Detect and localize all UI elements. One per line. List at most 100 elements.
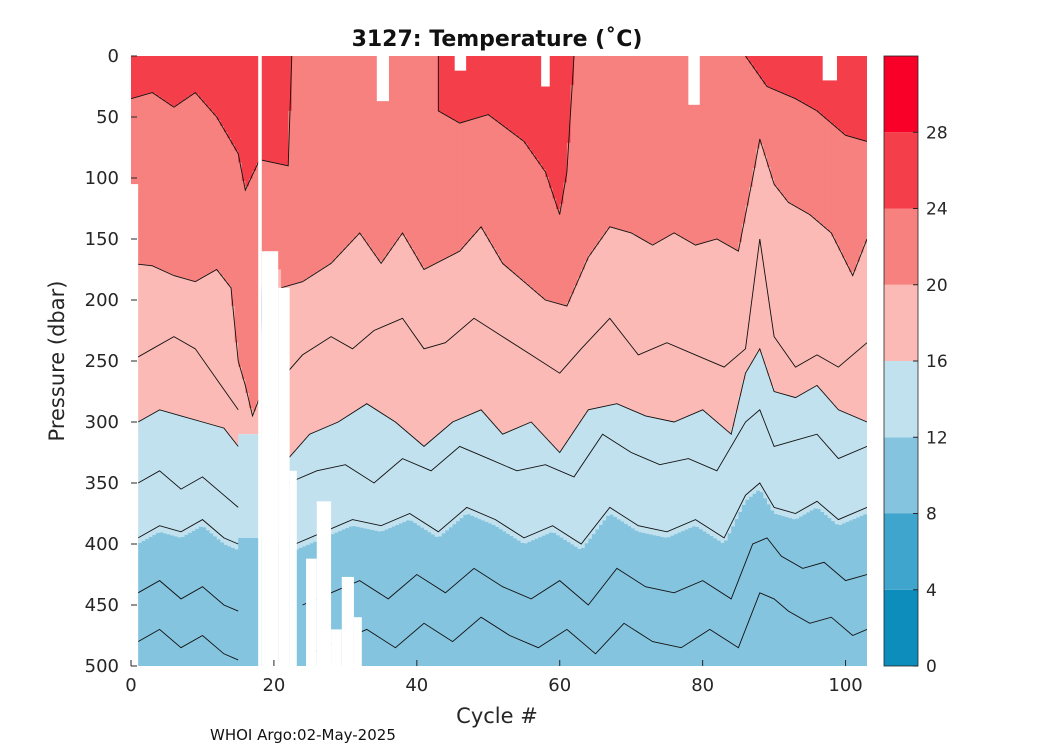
temperature-band-cell	[366, 529, 371, 666]
temperature-band-cell	[559, 56, 564, 204]
temperature-band-cell	[306, 278, 311, 437]
temperature-band-cell	[216, 426, 221, 540]
temperature-band-cell	[445, 56, 450, 116]
temperature-band-cell	[213, 114, 218, 271]
temperature-band-cell	[152, 534, 157, 666]
temperature-band-cell	[834, 127, 840, 244]
temperature-band-cell	[684, 56, 689, 241]
temperature-band-cell	[381, 413, 386, 532]
temperature-band-cell	[477, 410, 482, 519]
temperature-band-cell	[627, 232, 632, 410]
temperature-band-cell	[859, 252, 865, 420]
temperature-band-cell	[563, 539, 568, 666]
temperature-band-cell	[245, 186, 250, 394]
temperature-band-cell	[752, 493, 757, 666]
temperature-band-cell	[552, 56, 557, 199]
temperature-band-cell	[756, 73, 761, 149]
temperature-band-cell	[752, 68, 757, 169]
temperature-band-cell	[616, 404, 622, 520]
temperature-band-cell	[816, 387, 822, 509]
temperature-band-cell	[484, 235, 489, 416]
temperature-band-cell	[599, 239, 604, 408]
temperature-band-cell	[520, 425, 525, 543]
temperature-band-cell	[331, 424, 336, 535]
temperature-band-cell	[809, 388, 814, 511]
temperature-band-cell	[381, 56, 386, 261]
temperature-band-cell	[234, 56, 239, 151]
temperature-band-cell	[323, 56, 329, 267]
temperature-band-cell	[481, 116, 486, 230]
temperature-band-cell	[545, 177, 550, 301]
temperature-band-cell	[191, 93, 196, 282]
y-tick-label: 450	[85, 595, 119, 616]
isotherm-24C	[745, 56, 867, 142]
temperature-band-cell	[795, 99, 800, 208]
temperature-band-cell	[345, 416, 350, 528]
temperature-band-cell	[323, 266, 329, 428]
temperature-band-cell	[248, 434, 254, 538]
temperature-band-cell	[463, 245, 468, 417]
temperature-band-cell	[595, 244, 600, 408]
temperature-band-cell	[448, 423, 454, 528]
temperature-band-cell	[734, 411, 739, 520]
isotherm-16C	[137, 470, 239, 508]
temperature-band-cell	[495, 56, 500, 122]
temperature-band-cell	[320, 269, 325, 429]
temperature-band-cell	[834, 524, 840, 666]
temperature-band-cell	[677, 419, 682, 533]
temperature-band-cell	[649, 244, 654, 418]
temperature-band-cell	[806, 512, 811, 666]
temperature-band-cell	[831, 236, 836, 404]
temperature-band-cell	[734, 56, 739, 251]
temperature-band-cell	[499, 123, 504, 261]
temperature-band-cell	[513, 56, 518, 135]
x-tick-label: 100	[828, 675, 862, 696]
temperature-band-cell	[724, 56, 729, 245]
temperature-band-cell	[566, 542, 572, 666]
temperature-band-cell	[452, 56, 457, 121]
temperature-band-cell	[359, 235, 364, 408]
temperature-band-cell	[631, 410, 636, 529]
temperature-band-cell	[859, 419, 865, 516]
footer-credit: WHOI Argo:02-May-2025	[210, 726, 396, 744]
no-data-region	[258, 56, 262, 666]
temperature-band-cell	[388, 418, 393, 528]
temperature-band-cell	[820, 115, 825, 226]
temperature-band-cell	[331, 56, 336, 262]
colorbar-tick-label: 20	[926, 276, 948, 296]
temperature-band-cell	[641, 56, 647, 241]
temperature-band-cell	[559, 537, 564, 666]
temperature-band-cell	[520, 542, 525, 666]
temperature-band-cell	[681, 237, 686, 419]
temperature-band-cell	[838, 56, 843, 131]
temperature-band-cell	[627, 526, 632, 666]
no-data-region	[454, 56, 467, 71]
temperature-band-cell	[331, 534, 336, 666]
temperature-band-cell	[445, 257, 450, 427]
temperature-band-cell	[134, 56, 139, 98]
y-tick-label: 500	[85, 656, 119, 677]
temperature-band-cell	[256, 56, 261, 164]
temperature-band-cell	[159, 56, 164, 99]
temperature-band-cell	[645, 56, 650, 243]
temperature-band-cell	[538, 431, 543, 538]
temperature-band-cell	[191, 56, 196, 94]
temperature-band-cell	[448, 255, 454, 424]
temperature-band-cell	[827, 231, 832, 400]
temperature-band-cell	[591, 534, 597, 666]
temperature-band-cell	[616, 229, 622, 405]
colorbar-segment	[884, 208, 918, 285]
temperature-band-cell	[795, 56, 800, 100]
temperature-band-cell	[459, 518, 464, 666]
temperature-band-cell	[688, 415, 693, 528]
colorbar-tick-label: 28	[926, 123, 948, 143]
temperature-band-cell	[595, 407, 600, 530]
temperature-band-cell	[427, 266, 432, 442]
temperature-band-cell	[841, 56, 847, 134]
temperature-band-cell	[502, 264, 507, 434]
temperature-band-cell	[566, 302, 572, 440]
temperature-band-cell	[334, 422, 339, 533]
temperature-band-cell	[202, 276, 207, 423]
temperature-band-cell	[420, 266, 425, 445]
temperature-band-cell	[141, 95, 146, 265]
